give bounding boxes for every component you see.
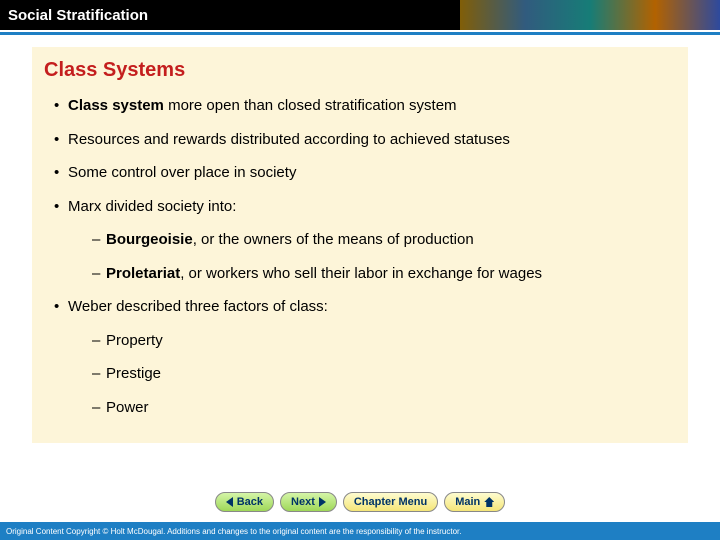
bullet-item: Resources and rewards distributed accord… (54, 130, 680, 150)
sub-list: Bourgeoisie, or the owners of the means … (68, 230, 680, 283)
bullet-item: Class system more open than closed strat… (54, 96, 680, 116)
bullet-item: Weber described three factors of class: … (54, 297, 680, 417)
main-button[interactable]: Main (444, 492, 505, 512)
slide-title: Class Systems (40, 59, 680, 82)
header-decorative-image (460, 0, 720, 30)
sub-item: Bourgeoisie, or the owners of the means … (92, 230, 680, 250)
sub-item: Prestige (92, 364, 680, 384)
header-rule (0, 32, 720, 35)
sub-list: Property Prestige Power (68, 331, 680, 418)
back-button[interactable]: Back (215, 492, 274, 512)
header-bar: Social Stratification (0, 0, 720, 30)
arrow-left-icon (226, 497, 233, 507)
bullet-item: Some control over place in society (54, 163, 680, 183)
sub-item: Property (92, 331, 680, 351)
bullet-item: Marx divided society into: Bourgeoisie, … (54, 197, 680, 284)
nav-bar: Back Next Chapter Menu Main (0, 492, 720, 512)
sub-item: Power (92, 398, 680, 418)
footer-bar: Original Content Copyright © Holt McDoug… (0, 522, 720, 540)
footer-text: Original Content Copyright © Holt McDoug… (6, 527, 461, 536)
bullet-list: Class system more open than closed strat… (40, 96, 680, 417)
next-button[interactable]: Next (280, 492, 337, 512)
arrow-right-icon (319, 497, 326, 507)
home-icon (484, 497, 494, 507)
slide-content: Class Systems Class system more open tha… (32, 47, 688, 443)
header-title: Social Stratification (0, 7, 148, 24)
sub-item: Proletariat, or workers who sell their l… (92, 264, 680, 284)
chapter-menu-button[interactable]: Chapter Menu (343, 492, 438, 512)
